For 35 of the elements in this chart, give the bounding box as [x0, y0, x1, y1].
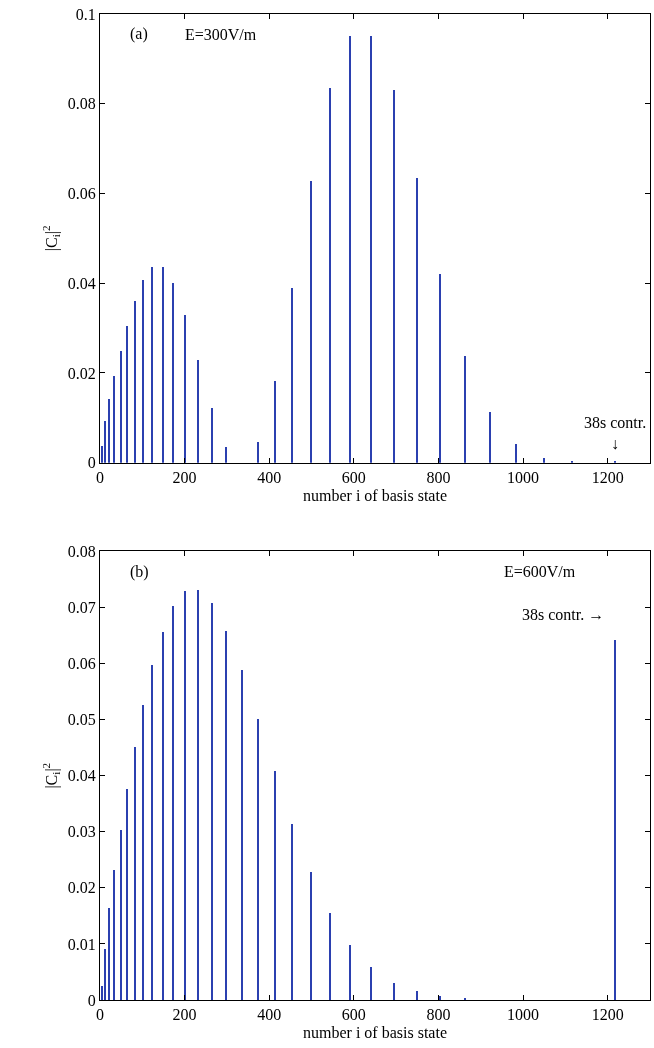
y-tick-label: 0 [87, 991, 96, 1009]
y-tick-label: 0.1 [75, 5, 96, 23]
x-tick-label: 800 [426, 1006, 451, 1024]
annotation: (b) [130, 563, 149, 581]
y-tick-label: 0.06 [67, 655, 96, 673]
y-tick-label: 0.08 [67, 542, 96, 560]
x-tick-label: 800 [426, 468, 451, 486]
x-tick-label: 200 [172, 1006, 197, 1024]
y-tick-label: 0.01 [67, 935, 96, 953]
x-axis-title: number i of basis state [303, 486, 447, 504]
y-tick-label: 0.02 [67, 879, 96, 897]
annotation: E=300V/m [185, 26, 257, 43]
x-tick-label: 1200 [591, 468, 624, 486]
y-tick-label: 0.04 [67, 274, 96, 292]
annotation: 38s contr. ↓ [584, 414, 647, 452]
annotation: E=600V/m [504, 563, 576, 580]
x-tick-label: 1000 [507, 1006, 540, 1024]
annotation: 38s contr. → [522, 606, 605, 623]
x-tick-label: 600 [341, 468, 366, 486]
x-tick-label: 1200 [591, 1006, 624, 1024]
annotation: (a) [130, 25, 148, 43]
y-tick-label: 0.02 [67, 364, 96, 382]
y-tick-label: 0.06 [67, 185, 96, 203]
y-tick-label: 0.08 [67, 95, 96, 113]
x-tick-label: 400 [257, 1006, 282, 1024]
x-tick-label: 1000 [507, 468, 540, 486]
y-tick-label: 0.05 [67, 711, 96, 729]
x-tick-label: 200 [172, 468, 197, 486]
y-tick-label: 0.07 [67, 599, 96, 617]
x-tick-label: 400 [257, 468, 282, 486]
y-tick-label: 0 [87, 454, 96, 472]
y-tick-label: 0.03 [67, 823, 96, 841]
y-tick-label: 0.04 [67, 767, 96, 785]
x-axis-title: number i of basis state [303, 1023, 447, 1041]
x-tick-label: 600 [341, 1006, 366, 1024]
